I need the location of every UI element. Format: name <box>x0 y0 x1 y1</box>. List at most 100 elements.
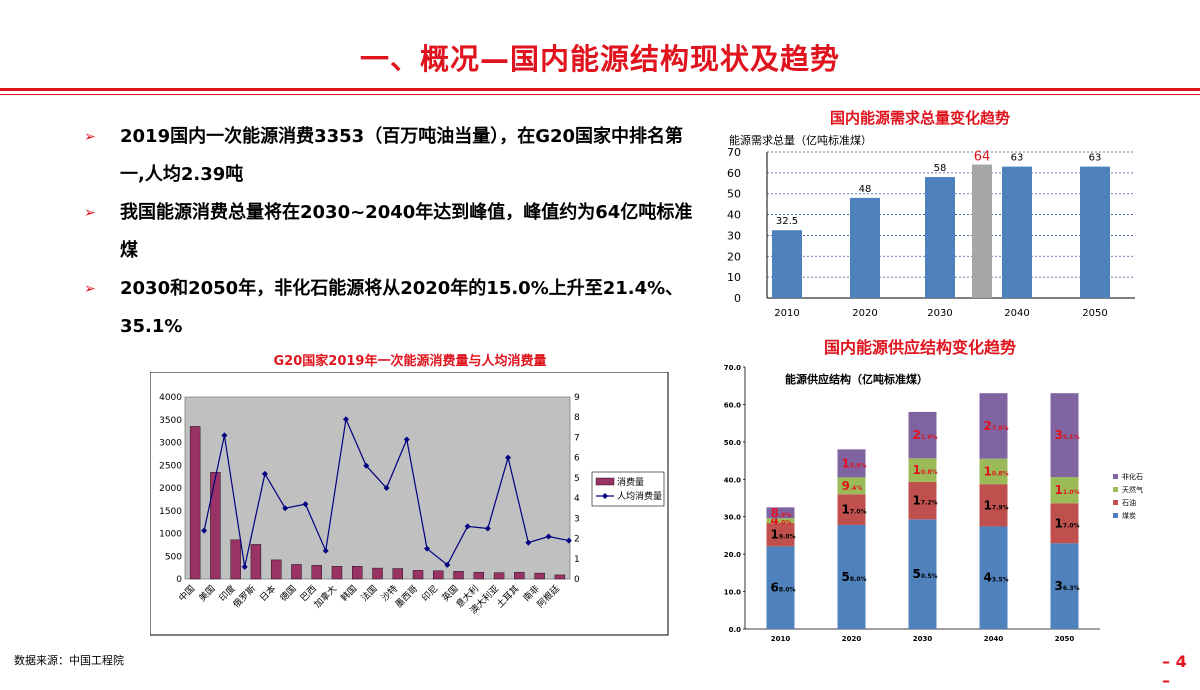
y-tick-label: 30 <box>727 229 741 242</box>
legend-swatch <box>1113 500 1118 505</box>
arrow-bullet-icon: ➢ <box>84 129 96 145</box>
consumption-bar <box>473 571 485 580</box>
per-capita-marker <box>505 454 512 461</box>
stack-segment <box>908 458 937 482</box>
y-tick-label: 10 <box>727 271 741 284</box>
consumption-bar <box>291 564 302 580</box>
segment-label: 35.1% <box>1055 428 1080 442</box>
y-tick-label: 3000 <box>159 439 182 449</box>
segment-label: 36.3% <box>1055 579 1080 593</box>
demand-bar <box>1080 166 1110 298</box>
legend-marker <box>602 493 608 499</box>
page-number: – 4 – <box>1162 652 1187 690</box>
segment-label: 9.4% <box>842 479 863 493</box>
per-capita-marker <box>444 561 451 568</box>
consumption-bar <box>311 565 322 580</box>
title-rule-thin <box>0 94 1200 95</box>
per-capita-marker <box>302 501 309 508</box>
supply-chart-title: 国内能源供应结构变化趋势 <box>823 338 1016 357</box>
demand-bar <box>972 164 992 298</box>
y-tick-label: 1500 <box>159 507 182 517</box>
segment-label: 17.9% <box>984 498 1009 512</box>
per-capita-marker <box>565 537 572 544</box>
stack-segment <box>1050 503 1079 544</box>
y-tick-label: 50 <box>727 188 741 201</box>
consumption-bar <box>189 426 201 580</box>
legend-box <box>591 471 665 507</box>
per-capita-marker <box>363 462 370 469</box>
x-tick-label: 2040 <box>1004 308 1029 319</box>
y2-tick-label: 6 <box>574 454 580 464</box>
stack-segment <box>1050 543 1079 629</box>
y2-tick-label: 8 <box>574 413 580 423</box>
consumption-bar <box>534 572 545 580</box>
segment-label: 17.2% <box>913 494 938 508</box>
y2-tick-label: 3 <box>574 514 580 524</box>
legend-label: 煤炭 <box>1122 511 1136 520</box>
x-tick-label: 2030 <box>927 308 952 319</box>
stack-segment <box>979 526 1008 629</box>
legend-swatch <box>595 477 615 486</box>
g20-chart-title: G20国家2019年一次能源消费量与人均消费量 <box>273 354 547 369</box>
stack-segment <box>979 458 1008 485</box>
segment-label: 17.0% <box>1055 516 1080 530</box>
stack-segment <box>837 449 866 478</box>
per-capita-marker <box>525 539 532 546</box>
stack-segment <box>1050 477 1079 504</box>
segment-label: 15.6% <box>842 456 867 470</box>
consumption-bar <box>392 568 403 580</box>
segment-label: 58.0% <box>842 570 867 584</box>
segment-label: 4.0% <box>771 514 792 528</box>
segment-label: 50.5% <box>913 567 938 581</box>
x-tick-label: 2010 <box>774 308 799 319</box>
consumption-bar <box>250 544 262 580</box>
demand-chart-title: 国内能源需求总量变化趋势 <box>829 109 1010 127</box>
y-tick-label: 40 <box>727 209 741 222</box>
y-tick-label: 30.0 <box>724 514 741 522</box>
y-tick-label: 0 <box>734 292 741 305</box>
stack-segment <box>979 484 1008 527</box>
y-axis-label: 能源需求总量（亿吨标准煤） <box>729 133 872 147</box>
title-rule-thick <box>0 88 1200 91</box>
legend-swatch <box>1113 513 1118 518</box>
stack-segment <box>837 494 866 525</box>
stack-segment <box>837 524 866 629</box>
stack-segment <box>908 519 937 629</box>
y-tick-label: 2000 <box>159 484 182 494</box>
stack-segment <box>766 546 795 629</box>
legend-label: 天然气 <box>1122 485 1143 494</box>
y-tick-label: 20.0 <box>724 551 741 559</box>
stack-segment <box>908 481 937 520</box>
y2-tick-label: 4 <box>574 494 580 504</box>
y-tick-label: 60.0 <box>724 401 741 409</box>
consumption-bar <box>352 566 363 580</box>
stack-segment <box>979 393 1008 459</box>
y-tick-label: 4000 <box>159 393 182 403</box>
consumption-bar <box>412 570 424 580</box>
per-capita-marker <box>241 563 248 570</box>
data-source: 数据来源：中国工程院 <box>14 654 124 667</box>
demand-bar <box>850 197 880 298</box>
segment-label: 11.0% <box>1055 483 1080 497</box>
demand-bar <box>1002 166 1032 298</box>
demand-chart: 能源需求总量（亿吨标准煤）01020304050607032.520104820… <box>727 133 1135 319</box>
y-tick-label: 1000 <box>159 530 182 540</box>
stack-segment <box>766 518 795 524</box>
per-capita-marker <box>201 527 208 534</box>
segment-label: 10.8% <box>984 464 1009 478</box>
y-tick-label: 70.0 <box>724 364 741 372</box>
consumption-bar <box>331 566 343 580</box>
per-capita-marker <box>484 525 491 532</box>
y-axis-label: 能源供应结构（亿吨标准煤） <box>785 372 928 386</box>
consumption-bar <box>372 567 383 580</box>
stack-segment <box>908 411 937 459</box>
segment-label: 10.8% <box>913 463 938 477</box>
y2-tick-label: 7 <box>574 433 580 443</box>
stack-segment <box>766 507 795 519</box>
y2-tick-label: 2 <box>574 535 580 545</box>
consumption-bar <box>210 472 221 580</box>
segment-label: 21.4% <box>913 428 938 442</box>
arrow-bullet-icon: ➢ <box>84 205 96 221</box>
legend-label: 非化石 <box>1122 472 1143 481</box>
segment-label: 68.0% <box>771 581 796 595</box>
